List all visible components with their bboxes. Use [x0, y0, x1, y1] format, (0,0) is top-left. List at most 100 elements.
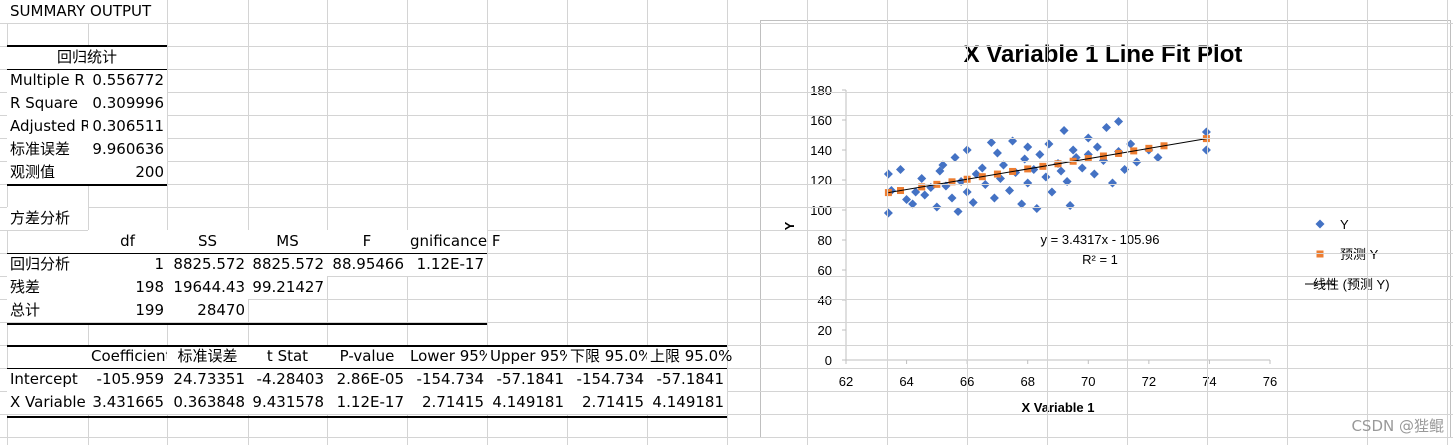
- grid-line: [727, 0, 728, 445]
- point: [1062, 177, 1072, 186]
- chart: X Variable 1 Line Fit Plot X Variable 1 …: [760, 20, 1451, 438]
- grid-line: [807, 0, 808, 445]
- x-tick-label: 74: [1202, 374, 1216, 389]
- grid-line: [1367, 0, 1368, 445]
- grid-line: [0, 299, 1453, 300]
- y-tick-label: 0: [825, 353, 832, 368]
- table-cell: -154.734: [407, 368, 487, 391]
- legend-label: Y: [1340, 217, 1349, 232]
- border: [7, 368, 727, 369]
- grid-line: [88, 0, 89, 445]
- point: [1077, 163, 1087, 173]
- point: [968, 198, 978, 207]
- point: [977, 163, 987, 173]
- grid-line: [967, 0, 968, 445]
- trendline-equation: y = 3.4317x - 105.96: [1041, 232, 1160, 247]
- column-header: gnificance F: [407, 230, 500, 253]
- table-cell: -57.1841: [647, 368, 727, 391]
- grid-line: [0, 276, 1453, 277]
- column-header: P-value: [327, 345, 407, 368]
- table-cell: 0.556772: [88, 69, 167, 92]
- table-cell: Multiple R: [7, 69, 88, 92]
- grid-line: [1047, 0, 1048, 445]
- table-cell: 19644.43: [167, 276, 248, 299]
- point: [998, 160, 1008, 170]
- table-cell: 24.73351: [167, 368, 248, 391]
- point: [1035, 150, 1045, 159]
- point: [1126, 139, 1136, 149]
- column-header: 标准误差: [167, 345, 248, 368]
- grid-line: [327, 0, 328, 445]
- sheet-title: SUMMARY OUTPUT: [7, 0, 167, 23]
- column-header: F: [327, 230, 407, 253]
- border: [7, 416, 727, 418]
- grid-line: [0, 207, 1453, 208]
- point: [935, 166, 945, 176]
- table-cell: 观测值: [7, 161, 88, 184]
- table-cell: 4.149181: [487, 391, 567, 414]
- y-tick-label: 180: [810, 83, 832, 98]
- point: [1059, 126, 1069, 135]
- grid-line: [0, 138, 1453, 139]
- column-header: SS: [167, 230, 248, 253]
- grid-line: [0, 69, 1453, 70]
- legend-marker: [1316, 250, 1324, 258]
- point: [953, 207, 963, 216]
- table-cell: 8825.572: [248, 253, 327, 276]
- grid-line: [887, 0, 888, 445]
- point: [1068, 145, 1078, 155]
- point: [1201, 145, 1211, 155]
- point: [950, 153, 960, 162]
- grid-line: [167, 0, 168, 445]
- grid-line: [1127, 0, 1128, 445]
- point: [1029, 165, 1039, 174]
- x-axis-label: X Variable 1: [1022, 400, 1095, 415]
- point: [992, 148, 1002, 158]
- column-header: 上限 95.0%: [647, 345, 732, 368]
- table-cell: 回归分析: [7, 253, 88, 276]
- border: [7, 45, 167, 47]
- y-tick-label: 40: [818, 293, 832, 308]
- grid-line: [0, 414, 1453, 415]
- column-header: 下限 95.0%: [567, 345, 652, 368]
- chart-title: X Variable 1 Line Fit Plot: [964, 41, 1243, 68]
- table-cell: 9.960636: [88, 138, 167, 161]
- grid-line: [0, 184, 1453, 185]
- y-tick-label: 160: [810, 113, 832, 128]
- table-cell: -105.959: [88, 368, 167, 391]
- table-cell: 9.431578: [248, 391, 327, 414]
- table-cell: 2.71415: [407, 391, 487, 414]
- y-tick-label: 60: [818, 263, 832, 278]
- grid-line: [487, 0, 488, 445]
- trendline-r2: R² = 1: [1082, 252, 1118, 267]
- section-title: 方差分析: [7, 207, 88, 230]
- column-header: MS: [248, 230, 327, 253]
- border: [7, 184, 167, 186]
- table-cell: -4.28403: [248, 368, 327, 391]
- table-cell: 99.21427: [248, 276, 327, 299]
- y-tick-label: 140: [810, 143, 832, 158]
- table-cell: 1.12E-17: [327, 391, 407, 414]
- table-cell: 总计: [7, 299, 88, 322]
- table-cell: 2.86E-05: [327, 368, 407, 391]
- point: [941, 181, 951, 191]
- point: [1120, 165, 1130, 174]
- table-cell: Intercept: [7, 368, 88, 391]
- y-tick-label: 120: [810, 173, 832, 188]
- point: [1089, 169, 1099, 179]
- grid-line: [1447, 0, 1448, 445]
- point: [971, 169, 981, 179]
- table-cell: 2.71415: [567, 391, 647, 414]
- point: [1092, 142, 1102, 152]
- x-tick-label: 64: [899, 374, 913, 389]
- table-cell: 3.431665: [88, 391, 167, 414]
- table-cell: 1: [88, 253, 167, 276]
- grid-line: [248, 0, 249, 445]
- grid-line: [0, 230, 1453, 231]
- point: [883, 208, 893, 218]
- table-cell: 28470: [167, 299, 248, 322]
- point: [1023, 142, 1033, 152]
- point: [883, 169, 893, 179]
- table-cell: 198: [88, 276, 167, 299]
- grid-line: [0, 161, 1453, 162]
